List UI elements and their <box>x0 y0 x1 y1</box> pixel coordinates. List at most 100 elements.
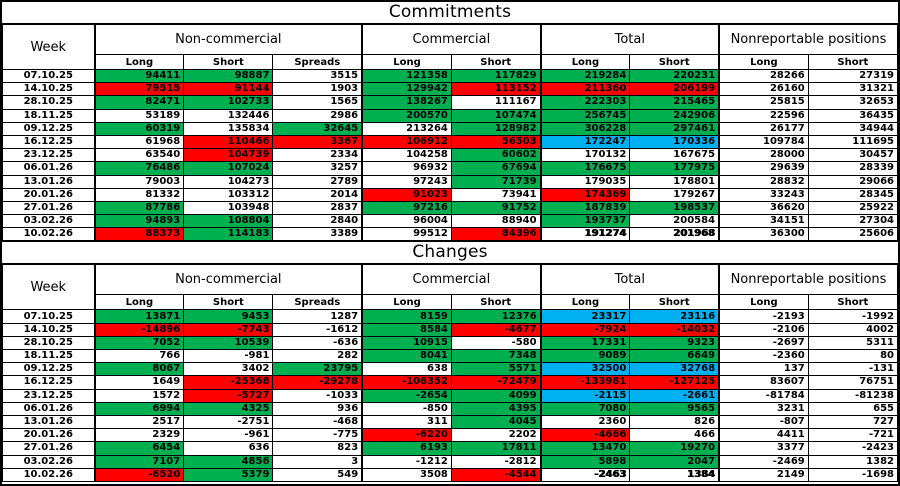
value-cell: 6193 <box>361 441 452 456</box>
value-cell: 727 <box>807 414 898 430</box>
value-cell: 97216 <box>361 200 452 216</box>
group-header-row: Week Non-commercial Commercial Total Non… <box>2 24 898 70</box>
col-header-nr-long: Long <box>718 294 809 311</box>
value-cell: 108804 <box>183 214 274 229</box>
value-cell: 1382 <box>807 454 898 469</box>
value-cell: 5898 <box>539 454 631 469</box>
group-total: Total <box>539 264 720 296</box>
value-cell: 638 <box>361 362 452 377</box>
value-cell: 23317 <box>539 309 631 324</box>
value-cell: 1287 <box>272 309 363 324</box>
value-cell: 1572 <box>93 388 185 403</box>
col-header-c-short: Short <box>450 54 542 70</box>
value-cell: 3 <box>272 454 363 469</box>
value-cell: -5727 <box>183 388 274 403</box>
table-row: 27.01.26 6454 636 823 6193 17811 13470 19270 337… <box>2 441 898 456</box>
value-cell: 4411 <box>718 428 809 443</box>
table-row: 03.02.26 94893 108804 2840 96004 88940 193737 2… <box>2 214 898 229</box>
value-cell: 766 <box>93 348 185 364</box>
value-cell: 306228 <box>539 121 631 136</box>
week-cell: 18.11.25 <box>2 108 95 123</box>
changes-title: Changes <box>2 242 898 265</box>
value-cell: 104739 <box>183 148 274 163</box>
col-header-t-long: Long <box>539 54 631 70</box>
week-cell: 27.01.26 <box>2 441 95 456</box>
changes-table: Week Non-commercial Commercial Total Non… <box>2 264 898 482</box>
value-cell: 174369 <box>539 187 631 202</box>
table-row: 13.01.26 2517 -2751 -468 311 4045 2360 826 -807 7… <box>2 414 898 430</box>
week-cell: 14.10.25 <box>2 322 95 337</box>
value-cell: -580 <box>450 335 542 351</box>
changes-section: Changes Week Non-commercial Commercial T… <box>2 241 898 482</box>
week-cell: 06.01.26 <box>2 161 95 176</box>
value-cell: 36620 <box>718 200 809 216</box>
value-cell: 94893 <box>93 214 185 229</box>
value-cell: 29066 <box>807 174 898 189</box>
value-cell: -131 <box>807 362 898 377</box>
table-row: 07.10.25 13871 9453 1287 8159 12376 23317 23116… <box>2 309 898 324</box>
value-cell: 9323 <box>629 335 720 351</box>
value-cell: -468 <box>272 414 363 430</box>
value-cell: 36435 <box>807 108 898 123</box>
value-cell: 60319 <box>93 121 185 136</box>
week-cell: 16.12.25 <box>2 375 95 390</box>
value-cell: 826 <box>629 414 720 430</box>
value-cell: 22596 <box>718 108 809 123</box>
value-cell: -2106 <box>718 322 809 337</box>
value-cell: -2751 <box>183 414 274 430</box>
week-cell: 14.10.25 <box>2 82 95 97</box>
value-cell: 8041 <box>361 348 452 364</box>
value-cell: 201968 <box>629 227 720 242</box>
group-noncommercial: Non-commercial <box>93 24 363 55</box>
value-cell: -133981 <box>539 375 631 390</box>
value-cell: 4045 <box>450 414 542 430</box>
value-cell: 4395 <box>450 401 542 416</box>
value-cell: 220231 <box>629 68 720 84</box>
value-cell: 80 <box>807 348 898 364</box>
value-cell: -14896 <box>93 322 185 337</box>
value-cell: 34151 <box>718 214 809 229</box>
value-cell: 8159 <box>361 309 452 324</box>
value-cell: 636 <box>183 441 274 456</box>
group-nonreportable: Nonreportable positions <box>718 24 898 55</box>
value-cell: 102733 <box>183 95 274 110</box>
col-header-nr-short: Short <box>807 294 898 311</box>
value-cell: 4002 <box>807 322 898 337</box>
value-cell: -2423 <box>807 441 898 456</box>
value-cell: 256745 <box>539 108 631 123</box>
value-cell: 28345 <box>807 187 898 202</box>
value-cell: 114183 <box>183 227 274 242</box>
value-cell: 1565 <box>272 95 363 110</box>
value-cell: 60602 <box>450 148 542 163</box>
value-cell: 26177 <box>718 121 809 136</box>
week-header: Week <box>2 24 95 70</box>
value-cell: 2837 <box>272 200 363 216</box>
value-cell: 107024 <box>183 161 274 176</box>
value-cell: -1212 <box>361 454 452 469</box>
value-cell: 7080 <box>539 401 631 416</box>
value-cell: 466 <box>629 428 720 443</box>
value-cell: 31321 <box>807 82 898 97</box>
value-cell: 111167 <box>450 95 542 110</box>
value-cell: 128982 <box>450 121 542 136</box>
value-cell: 176675 <box>539 161 631 176</box>
value-cell: 191274 <box>539 227 631 242</box>
week-cell: 09.12.25 <box>2 362 95 377</box>
value-cell: -721 <box>807 428 898 443</box>
value-cell: 1903 <box>272 82 363 97</box>
week-cell: 10.02.26 <box>2 467 95 482</box>
value-cell: 138267 <box>361 95 452 110</box>
value-cell: -981 <box>183 348 274 364</box>
value-cell: -6220 <box>361 428 452 443</box>
week-cell: 27.01.26 <box>2 200 95 216</box>
value-cell: 10915 <box>361 335 452 351</box>
table-row: 13.01.26 79003 104273 2789 97243 71739 179035 1… <box>2 174 898 189</box>
table-row: 23.12.25 1572 -5727 -1033 -2654 4099 -2115 -266… <box>2 388 898 403</box>
value-cell: 29639 <box>718 161 809 176</box>
value-cell: 9453 <box>183 309 274 324</box>
col-header-nr-short: Short <box>807 54 898 70</box>
value-cell: -961 <box>183 428 274 443</box>
value-cell: 28339 <box>807 161 898 176</box>
table-row: 27.01.26 87786 103948 2837 97216 91752 187839 1… <box>2 200 898 216</box>
value-cell: -106352 <box>361 375 452 390</box>
